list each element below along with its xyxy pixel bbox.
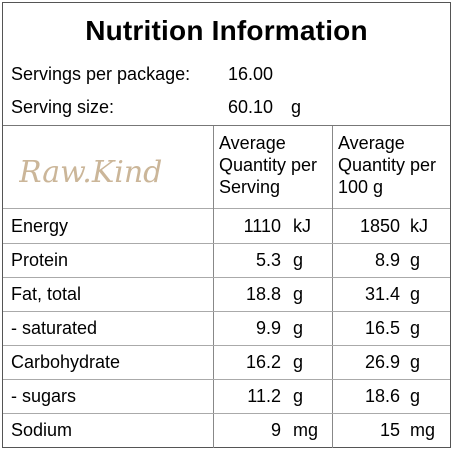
serving-size-value: 60.10 [228, 97, 274, 117]
serving-value: 11.2 [247, 386, 281, 406]
nutrient-name: - saturated [11, 318, 98, 338]
per100g-unit: g [410, 250, 421, 270]
table-divider [3, 208, 450, 209]
row-divider [3, 413, 450, 414]
serving-value: 1110 [243, 216, 281, 236]
row-divider [3, 345, 450, 346]
nutrient-name: Energy [11, 216, 69, 236]
serving-unit: g [293, 386, 304, 406]
nutrition-panel: Nutrition Information Servings per packa… [2, 2, 451, 448]
per100g-unit: g [410, 352, 421, 372]
row-divider [3, 311, 450, 312]
column-separator-2 [332, 126, 333, 448]
per100g-unit: kJ [410, 216, 428, 236]
per100g-value: 26.9 [364, 352, 400, 372]
col-serving-header-line3: Serving [219, 177, 281, 197]
serving-value: 16.2 [245, 352, 281, 372]
serving-unit: g [293, 250, 304, 270]
serving-value: 9 [270, 420, 281, 440]
per100g-value: 16.5 [364, 318, 400, 338]
col-100g-header-line2: Quantity per [338, 155, 437, 175]
servings-value: 16.00 [228, 64, 274, 84]
serving-size-label: Serving size: [11, 97, 115, 117]
nutrient-name: Sodium [11, 420, 73, 440]
per100g-value: 18.6 [364, 386, 400, 406]
row-divider [3, 243, 450, 244]
per100g-value: 8.9 [374, 250, 400, 270]
per100g-unit: g [410, 386, 421, 406]
nutrient-name: Fat, total [11, 284, 82, 304]
serving-value: 5.3 [255, 250, 281, 270]
header-divider [3, 125, 450, 126]
nutrient-name: - sugars [11, 386, 77, 406]
per100g-value: 1850 [359, 216, 400, 236]
serving-unit: g [293, 318, 304, 338]
per100g-unit: g [410, 284, 421, 304]
serving-unit: mg [293, 420, 319, 440]
panel-title: Nutrition Information [85, 15, 368, 46]
row-divider [3, 277, 450, 278]
per100g-value: 31.4 [364, 284, 400, 304]
brand-logo-text: Raw.Kind [19, 155, 162, 190]
column-separator-1 [213, 126, 214, 448]
nutrient-name: Protein [11, 250, 69, 270]
col-serving-header-line1: Average [219, 133, 286, 153]
serving-unit: kJ [293, 216, 311, 236]
serving-size-unit: g [291, 97, 302, 117]
servings-label: Servings per package: [11, 64, 191, 84]
col-100g-header-line1: Average [338, 133, 405, 153]
per100g-unit: g [410, 318, 421, 338]
serving-unit: g [293, 352, 304, 372]
row-divider [3, 379, 450, 380]
serving-value: 9.9 [255, 318, 281, 338]
per100g-value: 15 [379, 420, 400, 440]
brand-logo: Raw.Kind [19, 155, 162, 190]
per100g-unit: mg [410, 420, 436, 440]
serving-value: 18.8 [245, 284, 281, 304]
col-serving-header-line2: Quantity per [219, 155, 318, 175]
serving-unit: g [293, 284, 304, 304]
col-100g-header-line3: 100 g [338, 177, 384, 197]
nutrient-name: Carbohydrate [11, 352, 121, 372]
